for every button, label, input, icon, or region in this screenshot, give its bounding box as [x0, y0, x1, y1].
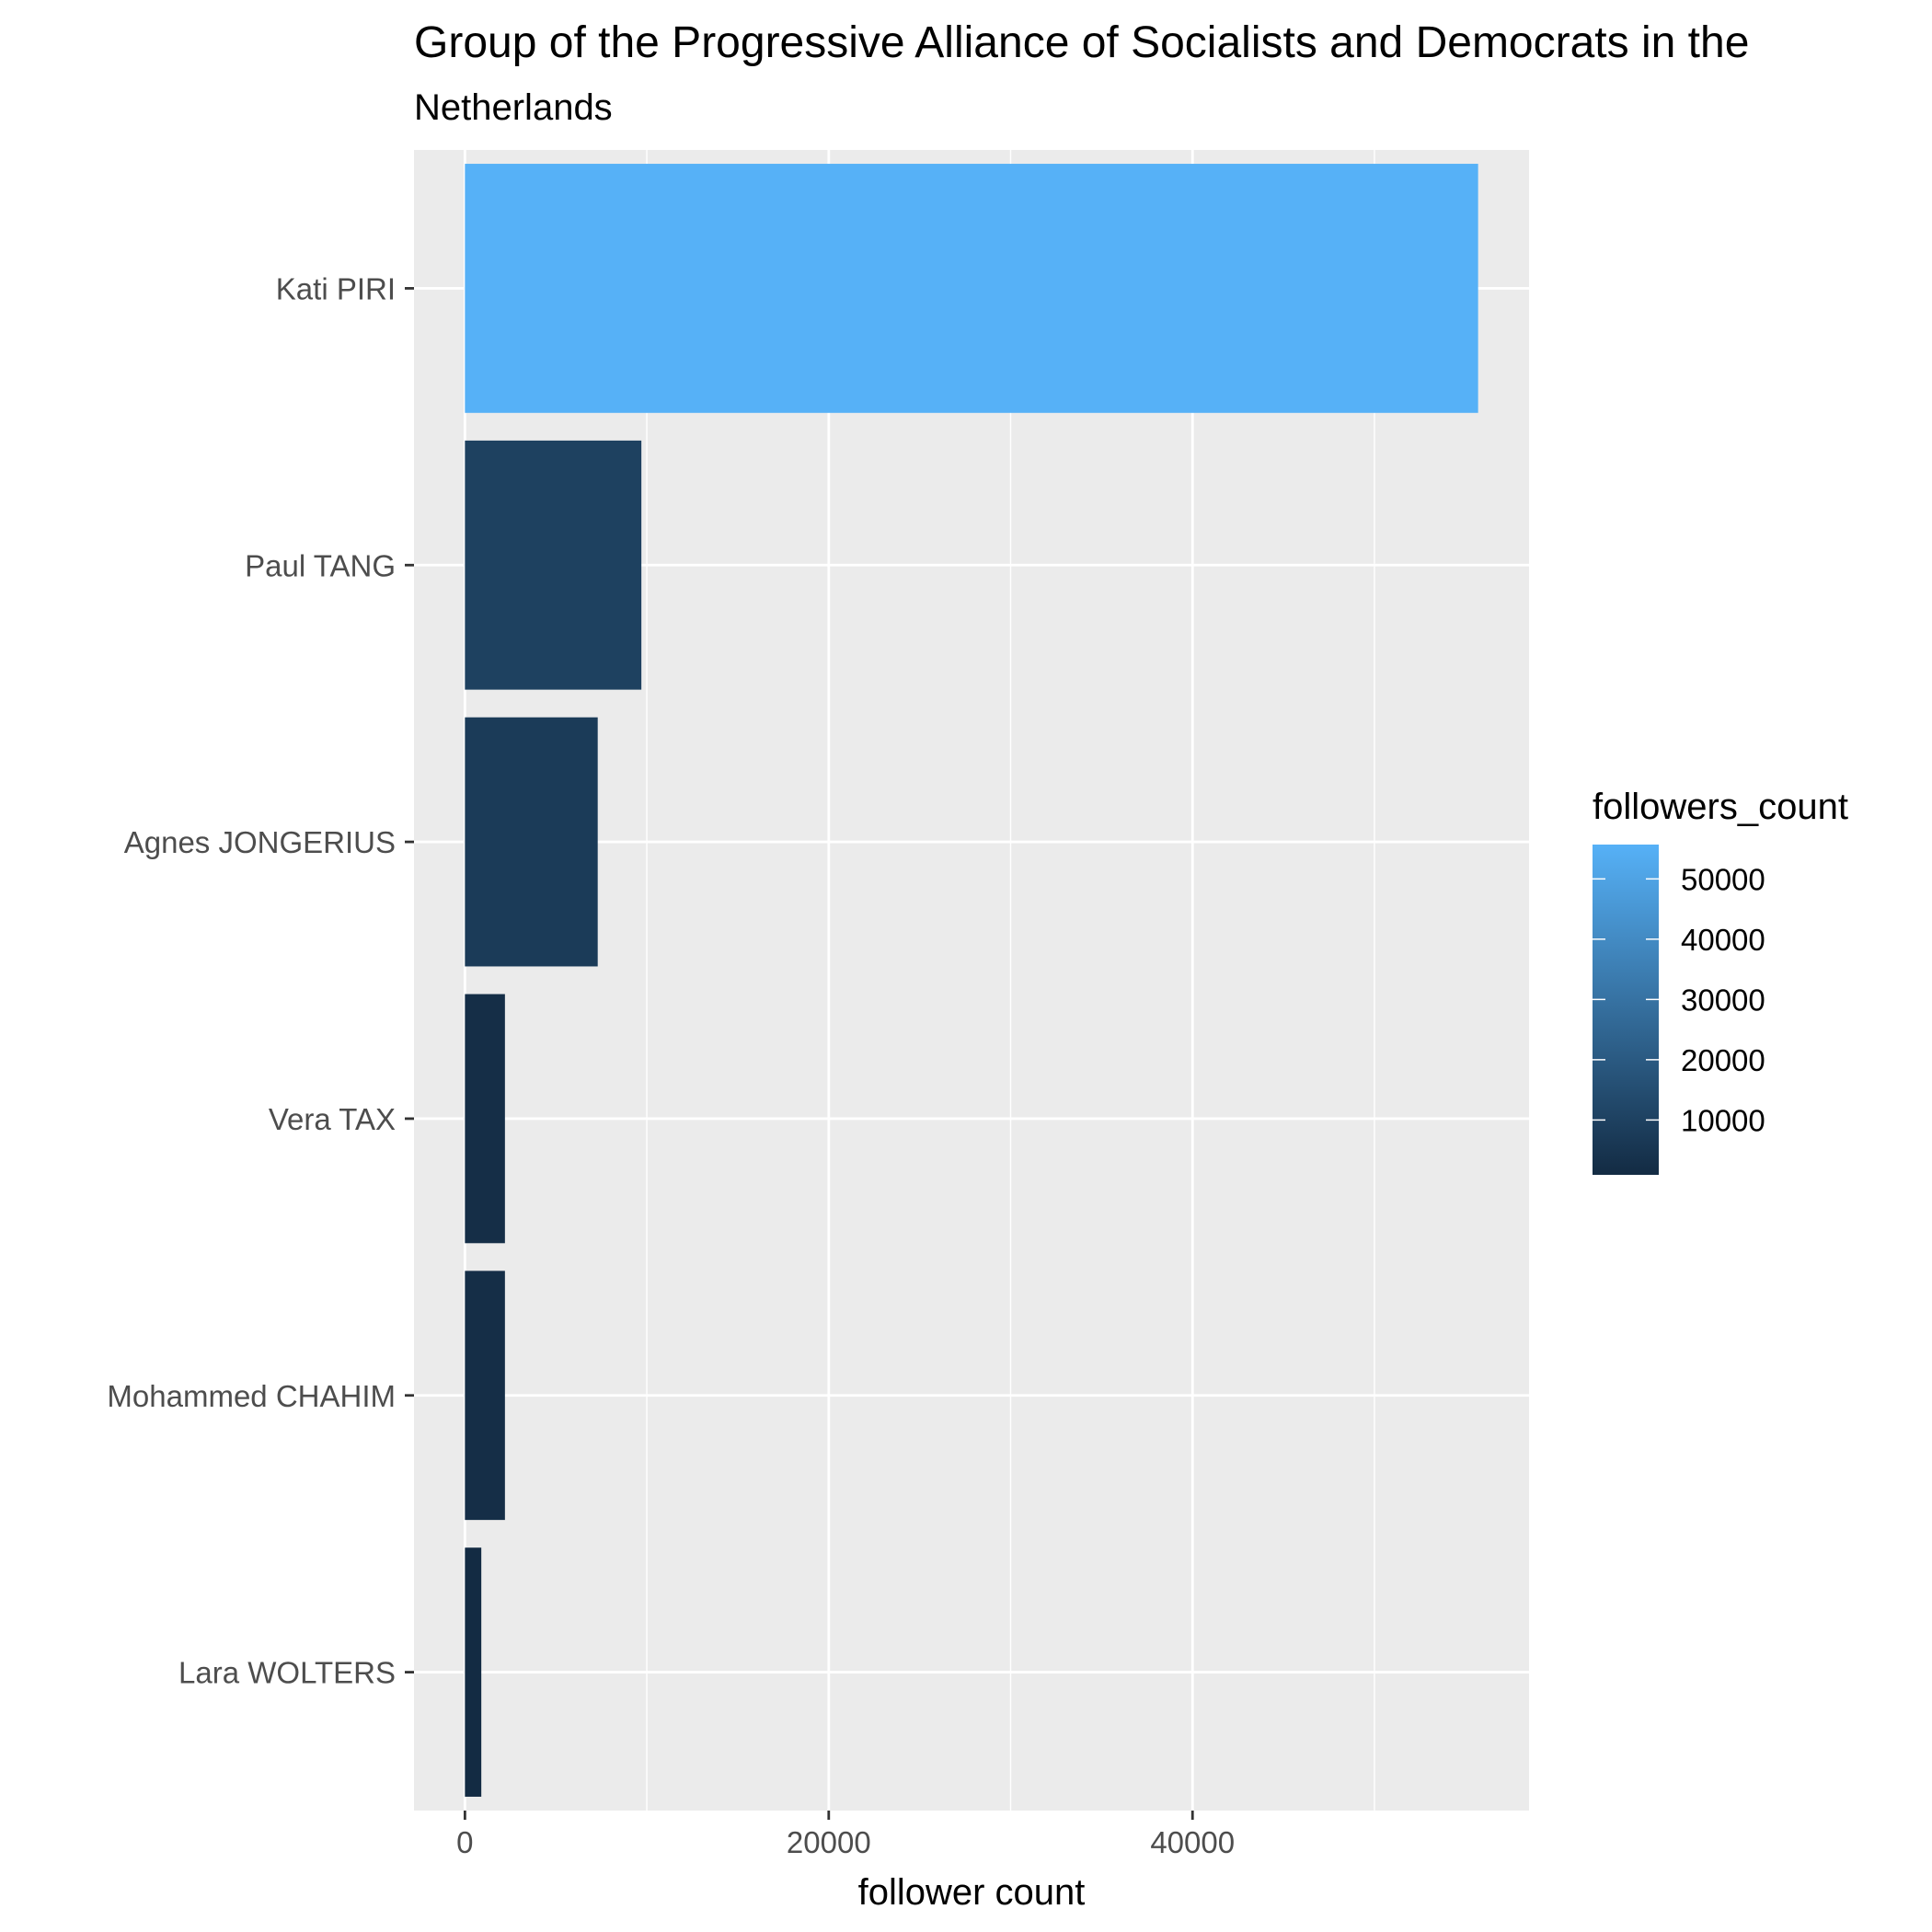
y-tick-label: Mohammed CHAHIM — [107, 1379, 396, 1413]
colorbar-tick-label: 30000 — [1681, 983, 1765, 1017]
y-tick-label: Kati PIRI — [276, 271, 396, 305]
bar — [465, 1271, 505, 1521]
bar — [465, 717, 598, 967]
y-tick-label: Agnes JONGERIUS — [124, 825, 396, 859]
chart-subtitle: Netherlands — [414, 87, 613, 128]
x-tick-label: 40000 — [1150, 1825, 1235, 1859]
bar — [465, 440, 642, 690]
x-axis-title: follower count — [858, 1872, 1086, 1913]
y-tick-label: Vera TAX — [269, 1102, 396, 1136]
colorbar-tick-label: 40000 — [1681, 923, 1765, 957]
plot-area: Kati PIRI Paul TANG Agnes JONGERIUS Vera TA… — [107, 150, 1529, 1859]
bar — [465, 994, 505, 1244]
chart-title: Group of the Progressive Alliance of Soc… — [414, 18, 1749, 67]
bar — [465, 164, 1478, 413]
y-tick-label: Paul TANG — [245, 548, 396, 582]
legend: followers_count 10000 20000 30000 40000 5000… — [1593, 787, 1848, 1175]
colorbar-tick-label: 10000 — [1681, 1103, 1765, 1137]
colorbar — [1593, 845, 1659, 1175]
y-tick-label: Lara WOLTERS — [178, 1656, 396, 1690]
x-tick-label: 20000 — [787, 1825, 871, 1859]
legend-title: followers_count — [1593, 787, 1848, 827]
x-tick-label: 0 — [456, 1825, 473, 1859]
colorbar-tick-label: 50000 — [1681, 862, 1765, 896]
bar — [465, 1547, 482, 1797]
panel-background — [414, 150, 1529, 1811]
colorbar-tick-label: 20000 — [1681, 1043, 1765, 1077]
